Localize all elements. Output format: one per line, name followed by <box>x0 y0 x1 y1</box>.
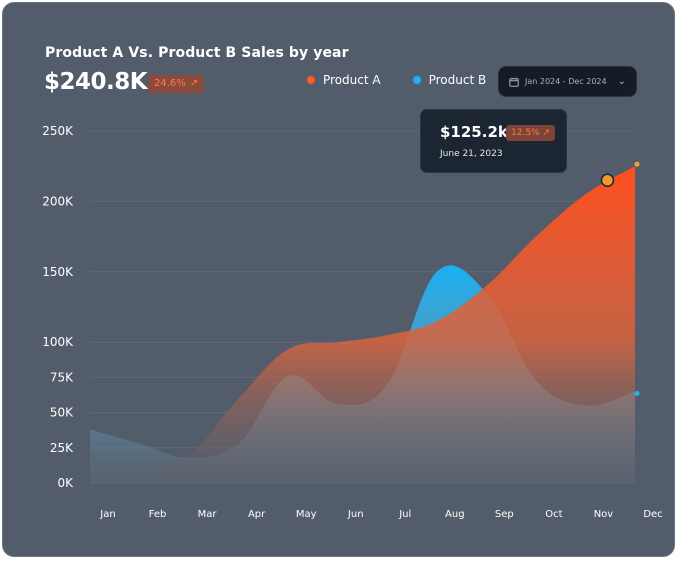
growth-badge: 24.6% ↗ <box>148 75 205 93</box>
x-tick-label: Oct <box>545 509 562 520</box>
tooltip-badge-text: 12.5% <box>511 128 540 138</box>
tooltip-value: $125.2k <box>440 123 508 141</box>
y-tick-label: 100K <box>42 335 74 349</box>
area-chart: 0K 25K 50K 75K 100K 150K 200K 250K Jan Feb Mar Apr… <box>42 124 662 520</box>
y-tick-label: 75K <box>50 370 74 384</box>
x-tick-label: Apr <box>248 509 266 520</box>
y-tick-label: 150K <box>42 265 74 279</box>
chevron-down-icon: ⌄ <box>617 75 626 87</box>
tooltip: $125.2k 12.5% ↗ June 21, 2023 <box>420 109 567 173</box>
total-sales-value: $240.8K <box>44 69 148 95</box>
calendar-icon <box>509 77 519 87</box>
legend-item-product-b[interactable]: Product B <box>412 73 487 87</box>
series-areas <box>90 166 635 483</box>
legend-dot-product-b <box>412 76 421 84</box>
chart-title: Product A Vs. Product B Sales by year <box>45 45 349 61</box>
legend-dot-product-a <box>307 76 315 84</box>
highlight-point[interactable] <box>600 173 615 188</box>
legend-item-product-a[interactable]: Product A <box>307 73 381 87</box>
date-range-picker[interactable]: Jan 2024 - Dec 2024 ⌄ <box>498 66 637 97</box>
tooltip-badge: 12.5% ↗ <box>506 125 556 141</box>
product-a-end-point <box>634 161 640 167</box>
x-tick-label: Jul <box>398 509 411 520</box>
product-b-end-point <box>634 390 640 396</box>
x-tick-label: Dec <box>643 509 662 520</box>
x-axis: Jan Feb Mar Apr May Jun Jul Aug Sep Oct Nov Dec <box>99 509 662 520</box>
data-marks <box>600 161 640 396</box>
legend: Product A Product B <box>307 73 508 87</box>
y-tick-label: 250K <box>42 124 74 138</box>
y-tick-label: 0K <box>57 476 74 490</box>
tooltip-date: June 21, 2023 <box>440 149 503 159</box>
x-tick-label: Jun <box>347 509 364 520</box>
y-axis: 0K 25K 50K 75K 100K 150K 200K 250K <box>42 124 74 490</box>
x-tick-label: May <box>296 509 317 520</box>
y-tick-label: 25K <box>50 441 74 455</box>
x-tick-label: Nov <box>594 509 614 520</box>
legend-label-product-b: Product B <box>428 73 487 87</box>
product-a-area <box>90 166 635 483</box>
date-range-text: Jan 2024 - Dec 2024 <box>525 77 607 86</box>
x-tick-label: Sep <box>495 509 514 520</box>
x-tick-label: Feb <box>149 509 167 520</box>
arrow-up-right-icon: ↗ <box>542 128 551 138</box>
y-tick-label: 50K <box>50 406 74 420</box>
x-tick-label: Aug <box>445 509 465 520</box>
x-tick-label: Jan <box>99 509 115 520</box>
legend-label-product-a: Product A <box>323 73 381 87</box>
growth-badge-text: 24.6% <box>154 78 186 89</box>
x-tick-label: Mar <box>198 509 218 520</box>
y-tick-label: 200K <box>42 194 74 208</box>
arrow-up-right-icon: ↗ <box>189 78 199 89</box>
